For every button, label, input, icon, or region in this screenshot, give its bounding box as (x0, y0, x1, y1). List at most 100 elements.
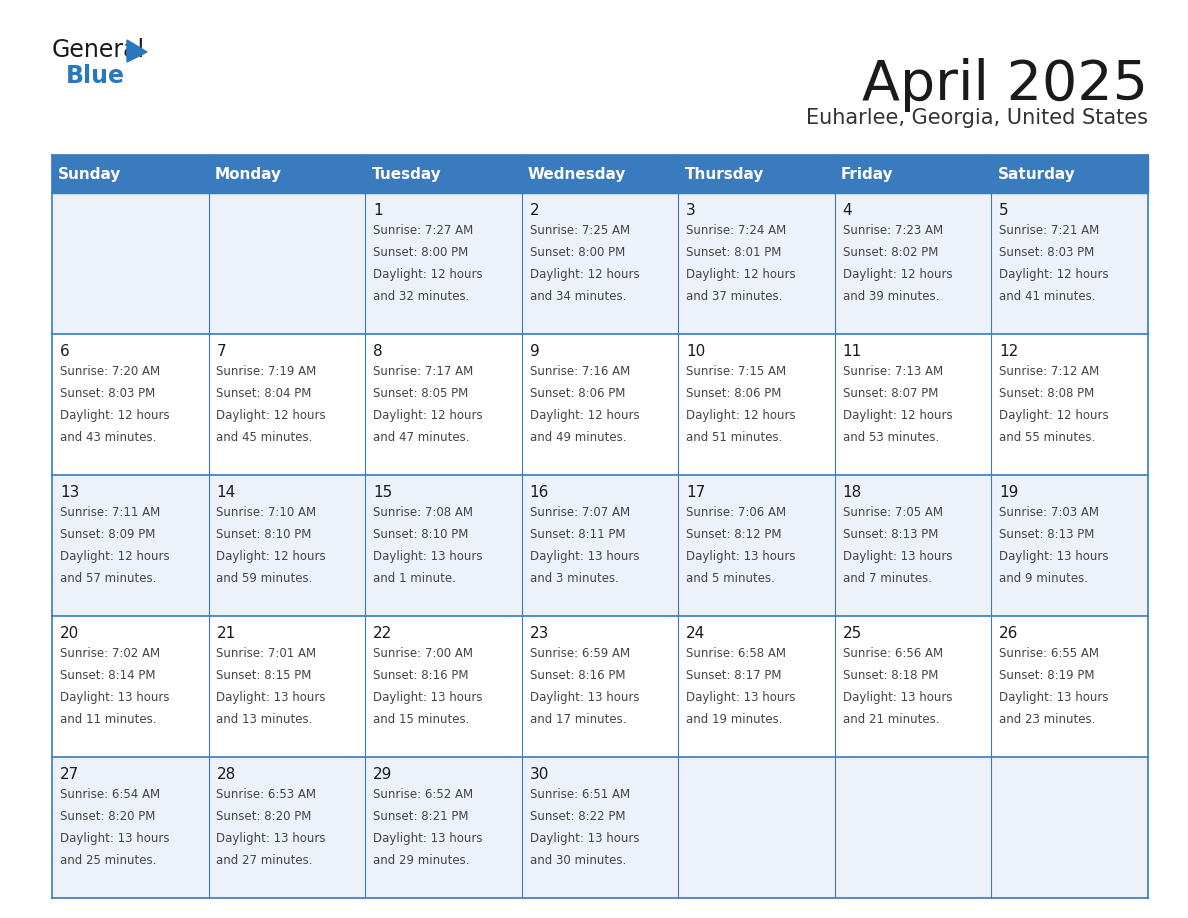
Text: Daylight: 12 hours: Daylight: 12 hours (687, 268, 796, 281)
Text: 15: 15 (373, 485, 392, 500)
Text: Daylight: 13 hours: Daylight: 13 hours (687, 690, 796, 704)
Text: Sunset: 8:01 PM: Sunset: 8:01 PM (687, 246, 782, 259)
Text: Daylight: 12 hours: Daylight: 12 hours (999, 268, 1108, 281)
Text: Daylight: 13 hours: Daylight: 13 hours (842, 690, 953, 704)
Text: 17: 17 (687, 485, 706, 500)
Text: Daylight: 13 hours: Daylight: 13 hours (373, 690, 482, 704)
Text: Sunrise: 6:55 AM: Sunrise: 6:55 AM (999, 647, 1099, 660)
Text: Sunset: 8:10 PM: Sunset: 8:10 PM (373, 528, 468, 541)
Text: Sunset: 8:12 PM: Sunset: 8:12 PM (687, 528, 782, 541)
Text: 21: 21 (216, 626, 235, 641)
Text: and 23 minutes.: and 23 minutes. (999, 712, 1095, 725)
Text: 8: 8 (373, 344, 383, 359)
Text: Tuesday: Tuesday (372, 166, 441, 182)
Text: Sunrise: 7:19 AM: Sunrise: 7:19 AM (216, 365, 317, 378)
Text: and 17 minutes.: and 17 minutes. (530, 712, 626, 725)
Text: Daylight: 12 hours: Daylight: 12 hours (530, 268, 639, 281)
Text: Sunset: 8:21 PM: Sunset: 8:21 PM (373, 810, 468, 823)
Bar (52, 334, 1148, 475)
Bar (52, 193, 1148, 334)
Bar (52, 475, 1148, 616)
Text: Sunrise: 7:06 AM: Sunrise: 7:06 AM (687, 506, 786, 519)
Text: Sunrise: 7:07 AM: Sunrise: 7:07 AM (530, 506, 630, 519)
Text: 1: 1 (373, 203, 383, 218)
Text: Daylight: 13 hours: Daylight: 13 hours (373, 550, 482, 563)
Text: Sunset: 8:07 PM: Sunset: 8:07 PM (842, 386, 939, 400)
Text: Sunrise: 7:20 AM: Sunrise: 7:20 AM (59, 365, 160, 378)
Text: Daylight: 12 hours: Daylight: 12 hours (687, 409, 796, 421)
Text: Sunrise: 7:02 AM: Sunrise: 7:02 AM (59, 647, 160, 660)
Text: Daylight: 13 hours: Daylight: 13 hours (530, 690, 639, 704)
Text: 13: 13 (59, 485, 80, 500)
Text: Daylight: 12 hours: Daylight: 12 hours (59, 409, 170, 421)
Text: and 59 minutes.: and 59 minutes. (216, 572, 312, 585)
Text: Sunrise: 7:03 AM: Sunrise: 7:03 AM (999, 506, 1099, 519)
Text: Sunset: 8:22 PM: Sunset: 8:22 PM (530, 810, 625, 823)
Text: and 25 minutes.: and 25 minutes. (59, 854, 156, 867)
Text: Sunrise: 6:54 AM: Sunrise: 6:54 AM (59, 788, 160, 801)
Text: and 57 minutes.: and 57 minutes. (59, 572, 156, 585)
Text: 9: 9 (530, 344, 539, 359)
Text: Sunset: 8:19 PM: Sunset: 8:19 PM (999, 669, 1095, 682)
Text: Sunrise: 7:27 AM: Sunrise: 7:27 AM (373, 224, 473, 237)
Text: Daylight: 12 hours: Daylight: 12 hours (999, 409, 1108, 421)
Text: 27: 27 (59, 767, 80, 782)
Text: Sunrise: 7:25 AM: Sunrise: 7:25 AM (530, 224, 630, 237)
Text: 28: 28 (216, 767, 235, 782)
Text: Daylight: 13 hours: Daylight: 13 hours (216, 690, 326, 704)
Text: Daylight: 12 hours: Daylight: 12 hours (842, 409, 953, 421)
Text: and 1 minute.: and 1 minute. (373, 572, 456, 585)
Text: 30: 30 (530, 767, 549, 782)
Text: Daylight: 12 hours: Daylight: 12 hours (842, 268, 953, 281)
Text: Sunrise: 6:52 AM: Sunrise: 6:52 AM (373, 788, 473, 801)
Text: Daylight: 12 hours: Daylight: 12 hours (373, 409, 482, 421)
Text: Sunset: 8:13 PM: Sunset: 8:13 PM (999, 528, 1094, 541)
Text: and 55 minutes.: and 55 minutes. (999, 431, 1095, 443)
Text: Daylight: 13 hours: Daylight: 13 hours (999, 550, 1108, 563)
Text: 6: 6 (59, 344, 70, 359)
Text: and 5 minutes.: and 5 minutes. (687, 572, 775, 585)
Text: Sunset: 8:03 PM: Sunset: 8:03 PM (59, 386, 156, 400)
Text: 3: 3 (687, 203, 696, 218)
Text: and 45 minutes.: and 45 minutes. (216, 431, 312, 443)
Text: and 15 minutes.: and 15 minutes. (373, 712, 469, 725)
Text: 5: 5 (999, 203, 1009, 218)
Text: and 39 minutes.: and 39 minutes. (842, 289, 939, 303)
Text: 20: 20 (59, 626, 80, 641)
Text: Sunrise: 6:51 AM: Sunrise: 6:51 AM (530, 788, 630, 801)
Text: Wednesday: Wednesday (527, 166, 626, 182)
Text: Sunset: 8:05 PM: Sunset: 8:05 PM (373, 386, 468, 400)
Text: and 9 minutes.: and 9 minutes. (999, 572, 1088, 585)
Text: Daylight: 12 hours: Daylight: 12 hours (216, 550, 326, 563)
Text: 2: 2 (530, 203, 539, 218)
Text: Sunrise: 7:00 AM: Sunrise: 7:00 AM (373, 647, 473, 660)
Text: Sunrise: 6:53 AM: Sunrise: 6:53 AM (216, 788, 316, 801)
Text: 16: 16 (530, 485, 549, 500)
Text: Sunrise: 7:24 AM: Sunrise: 7:24 AM (687, 224, 786, 237)
Text: Sunset: 8:16 PM: Sunset: 8:16 PM (373, 669, 468, 682)
Text: Euharlee, Georgia, United States: Euharlee, Georgia, United States (805, 108, 1148, 128)
Text: and 51 minutes.: and 51 minutes. (687, 431, 783, 443)
Text: Sunrise: 7:17 AM: Sunrise: 7:17 AM (373, 365, 473, 378)
Text: and 13 minutes.: and 13 minutes. (216, 712, 312, 725)
Text: Monday: Monday (215, 166, 282, 182)
Text: Sunset: 8:13 PM: Sunset: 8:13 PM (842, 528, 939, 541)
Text: and 53 minutes.: and 53 minutes. (842, 431, 939, 443)
Text: Sunrise: 7:10 AM: Sunrise: 7:10 AM (216, 506, 316, 519)
Text: and 11 minutes.: and 11 minutes. (59, 712, 157, 725)
Text: and 41 minutes.: and 41 minutes. (999, 289, 1095, 303)
Text: Daylight: 13 hours: Daylight: 13 hours (999, 690, 1108, 704)
Text: 18: 18 (842, 485, 862, 500)
Text: Sunset: 8:09 PM: Sunset: 8:09 PM (59, 528, 156, 541)
Text: 24: 24 (687, 626, 706, 641)
Text: Sunset: 8:11 PM: Sunset: 8:11 PM (530, 528, 625, 541)
Text: Daylight: 13 hours: Daylight: 13 hours (373, 832, 482, 845)
Text: Sunset: 8:03 PM: Sunset: 8:03 PM (999, 246, 1094, 259)
Text: General: General (52, 38, 145, 62)
Text: Sunset: 8:04 PM: Sunset: 8:04 PM (216, 386, 311, 400)
Text: 14: 14 (216, 485, 235, 500)
Text: and 21 minutes.: and 21 minutes. (842, 712, 940, 725)
Text: and 34 minutes.: and 34 minutes. (530, 289, 626, 303)
Text: 11: 11 (842, 344, 862, 359)
Text: 19: 19 (999, 485, 1018, 500)
